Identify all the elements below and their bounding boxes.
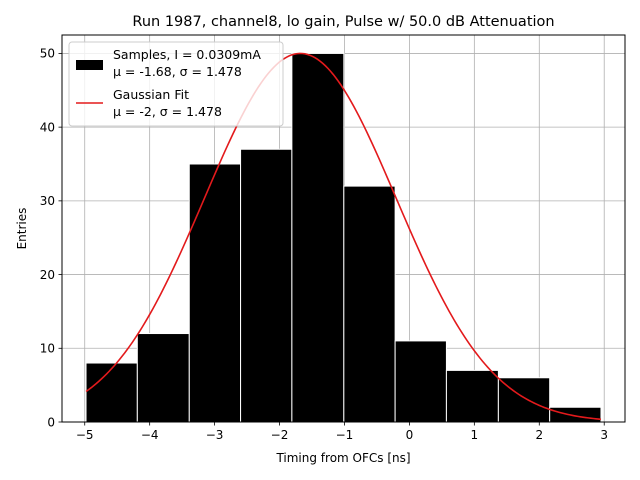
histogram-bar xyxy=(549,406,602,423)
legend: Samples, I = 0.0309mA μ = -1.68, σ = 1.4… xyxy=(68,41,284,127)
y-tick-label: 30 xyxy=(40,194,55,208)
histogram-bar xyxy=(240,148,293,423)
legend-label-fit: Gaussian Fit xyxy=(113,87,189,102)
x-tick-label: −2 xyxy=(271,428,289,442)
histogram-bar xyxy=(445,369,499,423)
y-tick-label: 40 xyxy=(40,120,55,134)
histogram-bar xyxy=(394,340,447,423)
x-tick-label: 2 xyxy=(535,428,543,442)
y-axis-label: Entries xyxy=(15,208,29,250)
legend-stats-fit: μ = -2, σ = 1.478 xyxy=(113,104,222,119)
y-tick-label: 20 xyxy=(40,268,55,282)
plot-frame xyxy=(61,34,626,423)
legend-swatch-samples xyxy=(76,60,103,70)
y-tick-label: 10 xyxy=(40,342,55,356)
y-tick-label: 50 xyxy=(40,47,55,61)
histogram-bar xyxy=(136,333,190,423)
legend-box xyxy=(68,41,284,127)
y-tick-label: 0 xyxy=(47,415,55,429)
x-tick-label: 3 xyxy=(600,428,608,442)
histogram-bar xyxy=(85,362,138,423)
histogram-bar xyxy=(188,163,242,423)
x-tick-label: −3 xyxy=(206,428,224,442)
chart-title: Run 1987, channel8, lo gain, Pulse w/ 50… xyxy=(132,14,554,30)
legend-label-samples: Samples, I = 0.0309mA xyxy=(113,47,261,62)
x-axis-label: Timing from OFCs [ns] xyxy=(275,451,410,465)
legend-stats-samples: μ = -1.68, σ = 1.478 xyxy=(113,64,242,79)
histogram-bar xyxy=(291,52,345,423)
gaussian-fit-layer xyxy=(85,52,602,421)
gaussian-fit-curve xyxy=(85,52,602,421)
x-tick-label: 1 xyxy=(471,428,479,442)
histogram-bar xyxy=(343,185,396,423)
x-tick-label: −4 xyxy=(141,428,159,442)
x-tick-label: −5 xyxy=(76,428,94,442)
x-tick-label: 0 xyxy=(406,428,414,442)
histogram-bars xyxy=(85,52,602,423)
x-tick-label: −1 xyxy=(336,428,354,442)
